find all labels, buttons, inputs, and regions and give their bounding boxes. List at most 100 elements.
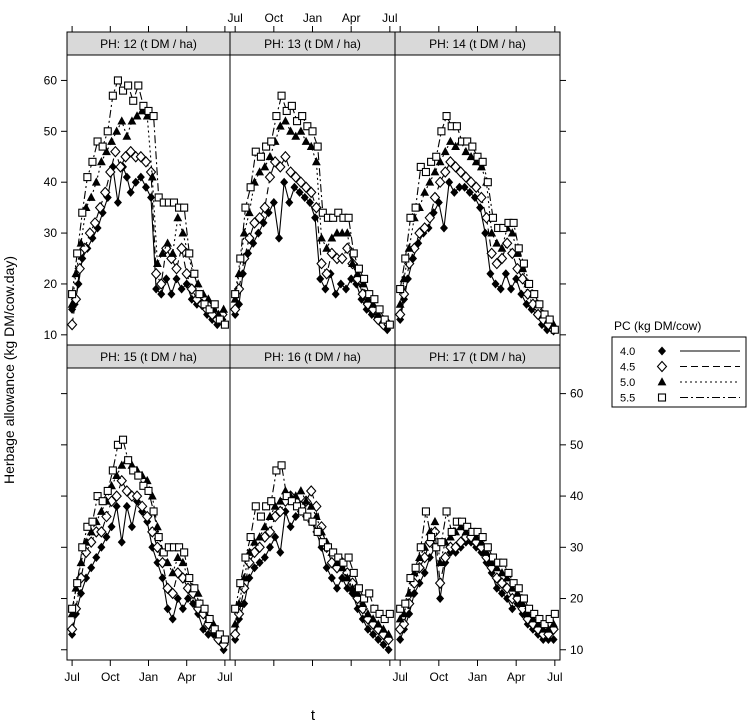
data-point bbox=[167, 587, 178, 600]
data-point bbox=[322, 563, 331, 573]
data-point bbox=[286, 126, 295, 135]
x-axis-label: t bbox=[311, 707, 316, 724]
data-point bbox=[446, 532, 455, 541]
data-point bbox=[259, 201, 271, 214]
data-point bbox=[375, 305, 384, 314]
data-point bbox=[230, 619, 240, 628]
data-point bbox=[483, 178, 492, 187]
legend-label: 5.0 bbox=[620, 377, 635, 389]
data-point bbox=[176, 242, 187, 255]
data-point bbox=[124, 81, 133, 90]
data-point bbox=[452, 122, 461, 131]
panel-1: PH: 12 (t DM / ha) 10 20 30 40 50 60 bbox=[44, 26, 231, 346]
data-point bbox=[427, 157, 436, 166]
data-point bbox=[339, 558, 348, 567]
data-point bbox=[378, 624, 388, 633]
data-point bbox=[512, 274, 521, 284]
data-point bbox=[152, 284, 161, 294]
data-point bbox=[103, 486, 112, 495]
data-point bbox=[103, 127, 112, 136]
panel-4: PH: 15 (t DM / ha) Jul Oct Jan Apr Jul bbox=[61, 344, 233, 684]
data-point bbox=[96, 157, 106, 166]
x-tick-label: Jul bbox=[547, 670, 562, 684]
data-point bbox=[440, 166, 451, 178]
data-point bbox=[468, 142, 477, 151]
data-point bbox=[540, 620, 549, 629]
data-point bbox=[286, 522, 295, 532]
data-point bbox=[189, 599, 198, 609]
data-point bbox=[488, 213, 498, 222]
data-point bbox=[502, 573, 512, 582]
data-point bbox=[305, 186, 317, 199]
data-point bbox=[157, 289, 166, 299]
data-point bbox=[186, 283, 198, 295]
data-point bbox=[215, 630, 224, 639]
data-point bbox=[241, 553, 250, 562]
data-point bbox=[421, 507, 430, 516]
data-point bbox=[545, 614, 554, 624]
data-point bbox=[497, 568, 507, 577]
legend: PC (kg DM/cow) 4.0 4.5 5.0 5.5 bbox=[611, 319, 747, 408]
data-point bbox=[199, 624, 208, 634]
data-point bbox=[303, 512, 312, 521]
data-point bbox=[358, 279, 368, 288]
data-point bbox=[149, 112, 158, 121]
data-point bbox=[416, 543, 425, 552]
data-point bbox=[167, 289, 176, 299]
data-point bbox=[78, 543, 87, 552]
data-point bbox=[236, 254, 245, 263]
data-point bbox=[98, 497, 107, 506]
data-point bbox=[384, 629, 393, 638]
y-tick-label: 50 bbox=[44, 124, 58, 138]
panel-title: PH: 14 (t DM / ha) bbox=[429, 37, 526, 51]
series-5.5 bbox=[231, 461, 394, 624]
panel-title: PH: 17 (t DM / ha) bbox=[429, 350, 526, 364]
data-point bbox=[131, 490, 143, 502]
data-point bbox=[139, 101, 148, 110]
data-point bbox=[282, 492, 291, 501]
data-point bbox=[171, 262, 182, 275]
data-point bbox=[373, 309, 383, 318]
data-point bbox=[349, 249, 358, 258]
data-point bbox=[107, 522, 116, 532]
data-point bbox=[334, 208, 343, 217]
data-point bbox=[178, 604, 187, 614]
data-point bbox=[124, 456, 133, 465]
data-point bbox=[147, 172, 157, 181]
legend-marker bbox=[656, 360, 668, 373]
data-point bbox=[501, 269, 510, 279]
data-point bbox=[543, 624, 553, 633]
data-point bbox=[455, 536, 466, 548]
data-point bbox=[84, 227, 96, 239]
data-point bbox=[380, 315, 389, 324]
data-point bbox=[348, 583, 357, 592]
data-point bbox=[183, 594, 192, 604]
data-point bbox=[401, 599, 410, 608]
data-point bbox=[375, 609, 384, 618]
data-point bbox=[365, 589, 374, 598]
data-point bbox=[380, 614, 389, 624]
data-point bbox=[255, 167, 265, 176]
data-point bbox=[368, 614, 378, 623]
data-point bbox=[292, 502, 302, 511]
panel-2: PH: 13 (t DM / ha) Jul Oct Jan Apr Jul bbox=[227, 11, 398, 346]
data-point bbox=[329, 548, 338, 557]
data-point bbox=[134, 471, 143, 480]
data-point bbox=[113, 440, 122, 449]
data-point bbox=[331, 289, 340, 299]
data-point bbox=[334, 553, 343, 562]
data-point bbox=[231, 290, 240, 299]
data-point bbox=[139, 481, 148, 490]
data-point bbox=[507, 228, 517, 237]
data-point bbox=[440, 551, 451, 564]
panel-title: PH: 15 (t DM / ha) bbox=[100, 350, 197, 364]
data-point bbox=[132, 111, 142, 120]
series-4.5 bbox=[394, 156, 559, 336]
data-point bbox=[298, 507, 307, 516]
data-point bbox=[522, 299, 531, 309]
data-point bbox=[177, 284, 186, 294]
data-point bbox=[255, 532, 265, 541]
data-point bbox=[525, 604, 534, 613]
data-point bbox=[298, 112, 307, 121]
legend-label: 4.0 bbox=[620, 346, 635, 358]
